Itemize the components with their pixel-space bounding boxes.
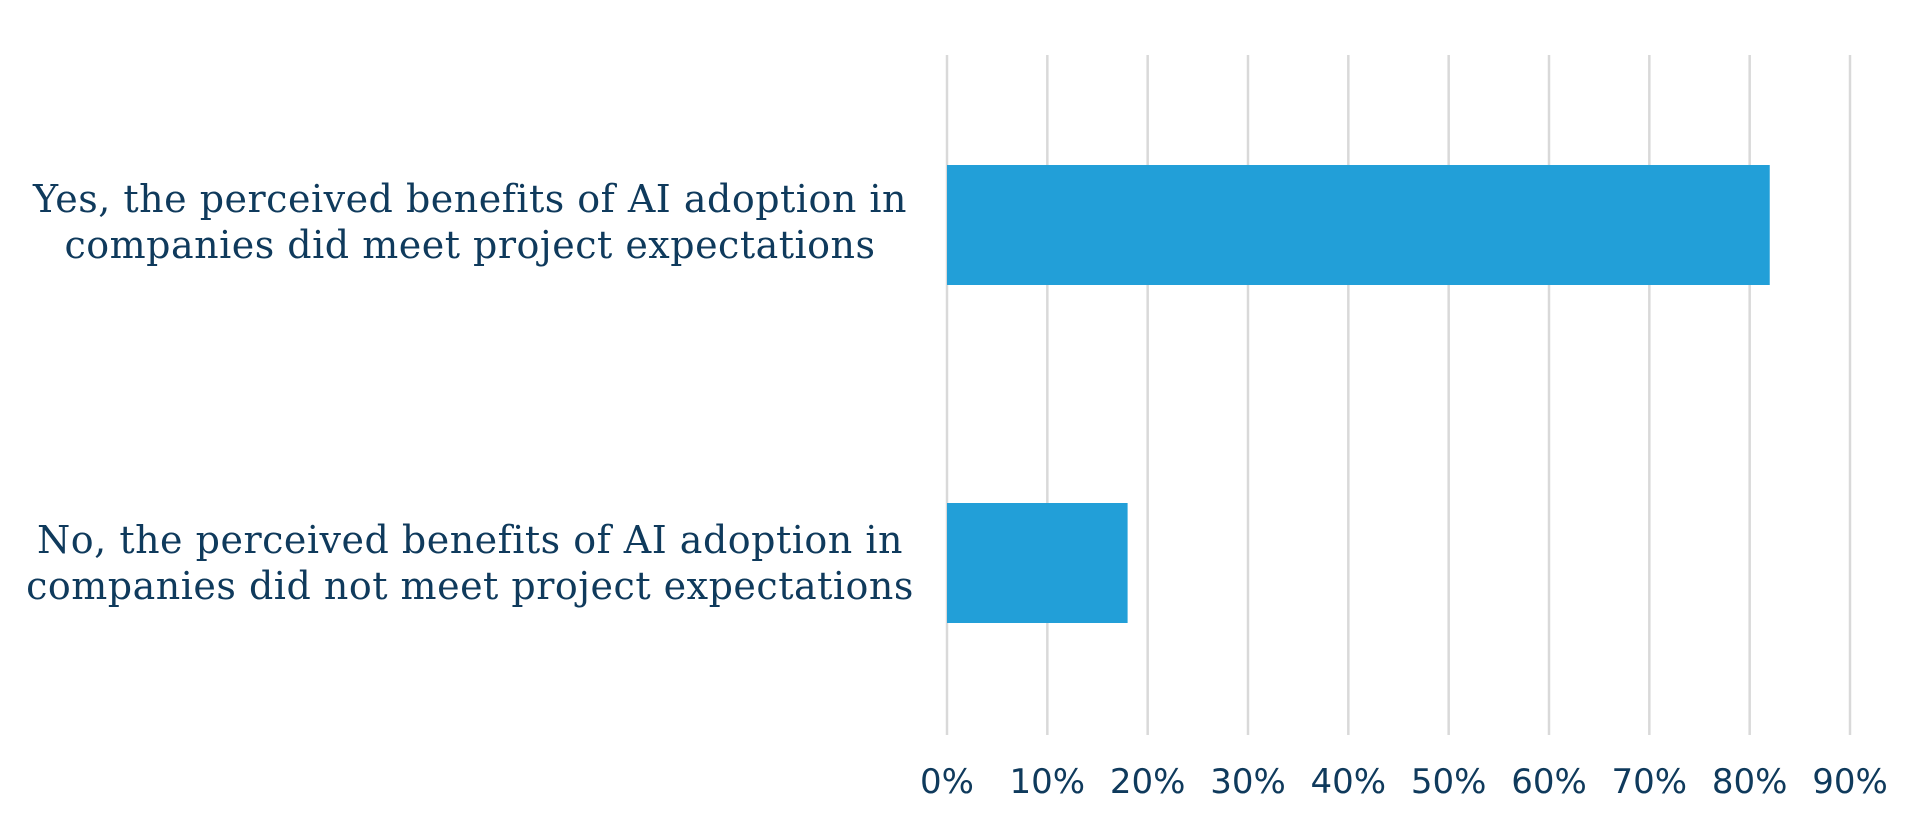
x-tick-label: 60% (1511, 762, 1587, 802)
category-label-yes-line-1: Yes, the perceived benefits of AI adopti… (32, 177, 908, 221)
x-tick-label: 10% (1010, 762, 1086, 802)
category-label-no: No, the perceived benefits of AI adoptio… (20, 517, 920, 609)
x-tick-label: 90% (1812, 762, 1888, 802)
category-label-no-line-1: No, the perceived benefits of AI adoptio… (37, 518, 903, 562)
x-tick-label: 50% (1411, 762, 1487, 802)
bar-yes (947, 165, 1770, 285)
category-label-no-line-2: companies did not meet project expectati… (26, 564, 914, 608)
x-tick-label: 0% (920, 762, 974, 802)
bar-no (947, 503, 1128, 623)
x-tick-label: 20% (1110, 762, 1186, 802)
category-label-yes: Yes, the perceived benefits of AI adopti… (20, 176, 920, 268)
x-tick-label: 30% (1210, 762, 1286, 802)
x-tick-label: 40% (1311, 762, 1387, 802)
x-tick-label: 70% (1612, 762, 1688, 802)
category-label-yes-line-2: companies did meet project expectations (64, 223, 876, 267)
x-tick-label: 80% (1712, 762, 1788, 802)
